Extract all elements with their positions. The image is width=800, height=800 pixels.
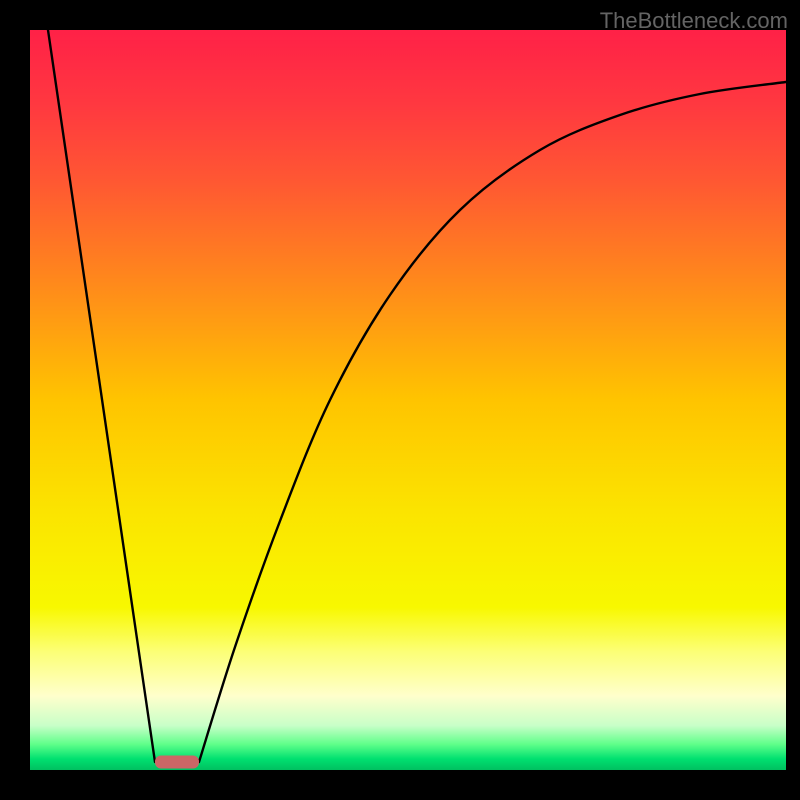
watermark: TheBottleneck.com bbox=[600, 8, 788, 34]
chart-svg bbox=[0, 0, 800, 800]
bottleneck-chart: TheBottleneck.com bbox=[0, 0, 800, 800]
